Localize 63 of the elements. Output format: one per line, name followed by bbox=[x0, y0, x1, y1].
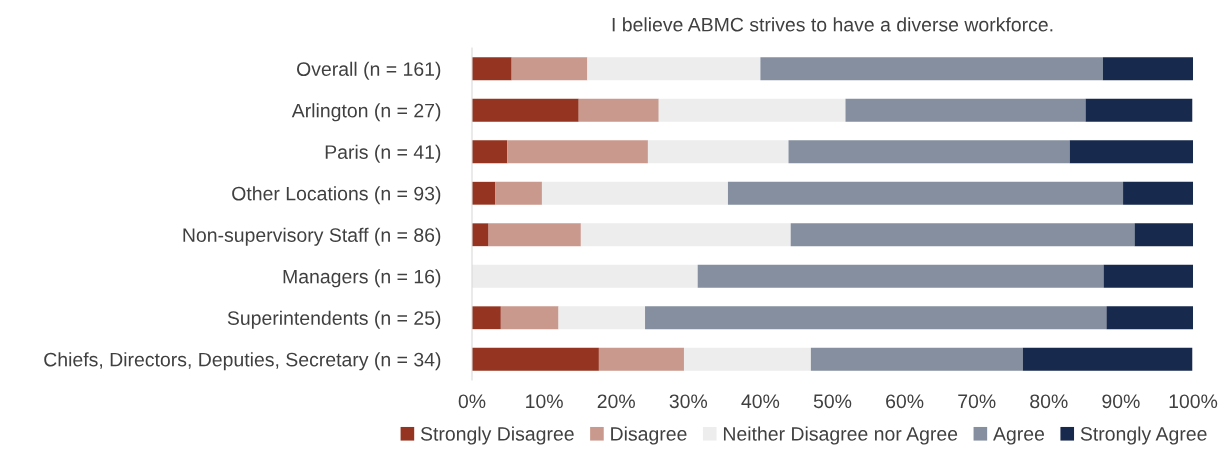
bar bbox=[511, 57, 588, 81]
bar bbox=[845, 98, 1086, 122]
y-tick-label: Non-supervisory Staff (n = 86) bbox=[183, 227, 441, 246]
x-tick-label: 100% bbox=[1169, 394, 1218, 409]
bar bbox=[472, 264, 698, 288]
bar bbox=[500, 306, 559, 330]
x-tick-label: 20% bbox=[597, 394, 635, 409]
bar bbox=[760, 57, 1103, 81]
bar bbox=[1106, 306, 1193, 330]
bar bbox=[1022, 347, 1193, 371]
bar bbox=[1134, 223, 1193, 247]
y-tick-label: Paris (n = 41) bbox=[325, 144, 441, 163]
y-tick-label: Arlington (n = 27) bbox=[291, 103, 441, 122]
y-tick-label: Chiefs, Directors, Deputies, Secretary (n = 34) bbox=[44, 352, 441, 371]
bar bbox=[658, 98, 846, 122]
bar bbox=[472, 347, 599, 371]
bar bbox=[580, 223, 791, 247]
bar bbox=[647, 140, 789, 164]
x-tick-label: 60% bbox=[886, 394, 924, 409]
legend-label: Agree bbox=[993, 427, 1045, 445]
y-tick-label: Other Locations (n = 93) bbox=[232, 186, 441, 205]
bar bbox=[1069, 140, 1193, 164]
bar bbox=[507, 140, 648, 164]
bar bbox=[683, 347, 811, 371]
bar bbox=[587, 57, 761, 81]
bar bbox=[488, 223, 581, 247]
y-tick-label: Superintendents (n = 25) bbox=[227, 310, 441, 329]
legend-label: Strongly Disagree bbox=[420, 426, 574, 445]
x-tick-label: 10% bbox=[526, 394, 563, 409]
legend-label: Disagree bbox=[611, 426, 687, 445]
bar bbox=[598, 347, 684, 371]
x-tick-label: 40% bbox=[741, 394, 780, 409]
bar bbox=[472, 306, 501, 330]
bar bbox=[788, 140, 1070, 164]
bar bbox=[810, 347, 1023, 371]
bar bbox=[472, 98, 579, 122]
x-tick-label: 80% bbox=[1030, 394, 1068, 409]
y-tick-label: Managers (n = 16) bbox=[283, 269, 441, 288]
bar bbox=[1085, 98, 1193, 122]
legend-label: Strongly Agree bbox=[1080, 426, 1207, 445]
bar bbox=[727, 181, 1124, 205]
chart-title: I believe ABMC strives to have a diverse workforce. bbox=[612, 17, 1053, 32]
bar bbox=[472, 223, 489, 247]
bar bbox=[790, 223, 1135, 247]
x-tick-label: 30% bbox=[669, 394, 708, 409]
bar bbox=[697, 264, 1104, 288]
legend-label: Neither Disagree nor Agree bbox=[723, 426, 958, 445]
bar bbox=[495, 181, 542, 205]
bar bbox=[541, 181, 728, 205]
bar bbox=[645, 306, 1107, 330]
bar bbox=[472, 57, 512, 81]
bar bbox=[472, 181, 496, 205]
x-tick-label: 70% bbox=[958, 394, 996, 409]
x-tick-label: 90% bbox=[1102, 394, 1140, 409]
x-tick-label: 0% bbox=[458, 394, 486, 409]
bar bbox=[1123, 181, 1193, 205]
bar bbox=[578, 98, 659, 122]
y-tick-label: Overall (n = 161) bbox=[297, 61, 441, 80]
bar bbox=[472, 140, 508, 164]
bar bbox=[1103, 264, 1193, 288]
bar bbox=[558, 306, 646, 330]
bar bbox=[1102, 57, 1193, 81]
x-tick-label: 50% bbox=[813, 394, 852, 409]
